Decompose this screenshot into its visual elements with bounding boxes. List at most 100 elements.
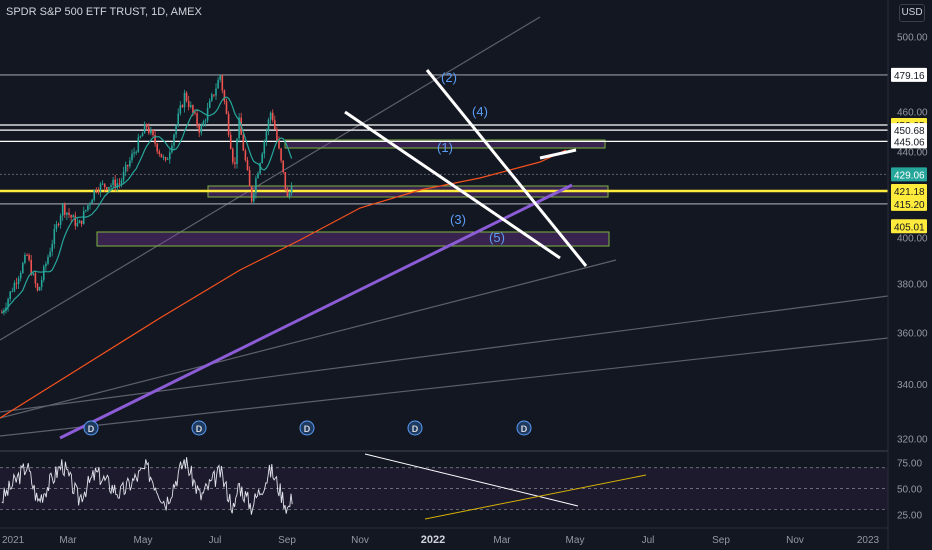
candle-body	[160, 153, 163, 158]
time-axis-tick: 2022	[421, 534, 445, 546]
candle-body	[158, 151, 161, 154]
dividend-marker	[299, 420, 315, 436]
candle-body	[154, 134, 156, 144]
price-axis-tick: 380.00	[897, 280, 928, 291]
candle-body	[66, 212, 68, 215]
candle-body	[0, 312, 3, 314]
candle-body	[215, 88, 217, 96]
candle-body	[116, 183, 119, 188]
candle-body	[106, 187, 108, 190]
price-label-box	[891, 196, 927, 211]
price-label-box	[891, 67, 927, 82]
candle-body	[242, 134, 245, 151]
support-zone	[96, 231, 610, 247]
candle-body	[15, 283, 18, 284]
candle-body	[208, 100, 211, 108]
rsi-line	[1, 457, 293, 515]
candle-body	[164, 157, 167, 160]
candle-body	[257, 173, 259, 179]
candle-body	[255, 178, 257, 194]
candle-body	[24, 255, 26, 264]
candle-body	[265, 131, 268, 142]
candle-body	[45, 263, 47, 267]
candle-body	[5, 307, 7, 311]
dividend-marker	[407, 420, 423, 436]
price-axis-tick: 500.00	[897, 33, 928, 44]
price-label: 479.16	[894, 71, 925, 82]
time-axis-tick: May	[566, 535, 585, 546]
candle-body	[74, 215, 77, 226]
candle-body	[70, 214, 72, 218]
candle-body	[288, 193, 291, 197]
candle-body	[278, 140, 280, 149]
candle-body	[78, 220, 81, 224]
currency-button[interactable]: USD	[899, 4, 925, 22]
candle-body	[59, 215, 62, 225]
candle-body	[236, 138, 238, 164]
candle-body	[238, 117, 240, 139]
candle-body	[53, 229, 56, 244]
rsi-pane[interactable]	[0, 453, 888, 520]
candle-body	[250, 186, 253, 202]
candle-body	[269, 112, 272, 120]
candle-body	[13, 283, 16, 292]
time-axis-tick: Jul	[642, 535, 655, 546]
candle-body	[85, 209, 87, 212]
candle-body	[284, 172, 287, 189]
wave-label: (3)	[450, 212, 466, 227]
candle-body	[190, 105, 192, 108]
candle-body	[280, 148, 282, 161]
candle-body	[19, 272, 22, 279]
candle-body	[131, 153, 133, 161]
dividend-label: D	[304, 424, 311, 434]
candle-body	[194, 112, 196, 114]
candle-body	[135, 152, 137, 153]
chart-title: SPDR S&P 500 ETF TRUST, 1D, AMEX	[6, 6, 202, 18]
candle-body	[9, 291, 11, 299]
candle-body	[137, 137, 140, 153]
candle-body	[213, 94, 215, 96]
rsi-trendline	[424, 474, 647, 520]
candle-body	[120, 180, 123, 184]
candle-body	[179, 105, 182, 114]
candle-body	[95, 189, 98, 192]
candle-body	[234, 162, 236, 164]
candle-body	[40, 279, 43, 288]
candle-body	[259, 163, 261, 174]
time-axis-tick: Mar	[59, 535, 77, 546]
candle-body	[261, 153, 263, 164]
candle-body	[246, 160, 249, 171]
candle-body	[166, 159, 169, 160]
time-axis-tick: 2021	[2, 535, 25, 546]
candle-body	[196, 113, 198, 126]
candle-body	[68, 212, 70, 215]
candle-body	[114, 179, 116, 188]
price-label-box	[891, 219, 927, 234]
trend-line	[0, 16, 541, 341]
dividend-label: D	[521, 424, 528, 434]
candle-body	[211, 94, 213, 101]
candle-body	[227, 113, 230, 135]
trend-line	[0, 259, 617, 419]
candle-body	[89, 203, 91, 206]
candle-body	[101, 183, 104, 185]
candle-body	[253, 193, 255, 202]
candle-body	[271, 112, 274, 121]
candle-body	[223, 90, 226, 102]
rsi-axis-tick: 50.00	[897, 485, 922, 496]
time-axis-tick: Nov	[786, 535, 804, 546]
dividend-label: D	[88, 424, 95, 434]
candle-body	[282, 160, 284, 173]
price-label-box	[891, 123, 927, 138]
price-pane[interactable]: (1) (2) (3) (4) (5) D D D D D	[0, 16, 889, 440]
candle-body	[34, 273, 37, 284]
candle-body	[28, 255, 30, 260]
candle-body	[17, 278, 20, 284]
candle-body	[221, 75, 224, 91]
price-label: 450.68	[894, 126, 925, 137]
candle-body	[204, 120, 207, 122]
price-axis-tick: 360.00	[897, 328, 928, 339]
time-axis-tick: Jul	[209, 535, 222, 546]
